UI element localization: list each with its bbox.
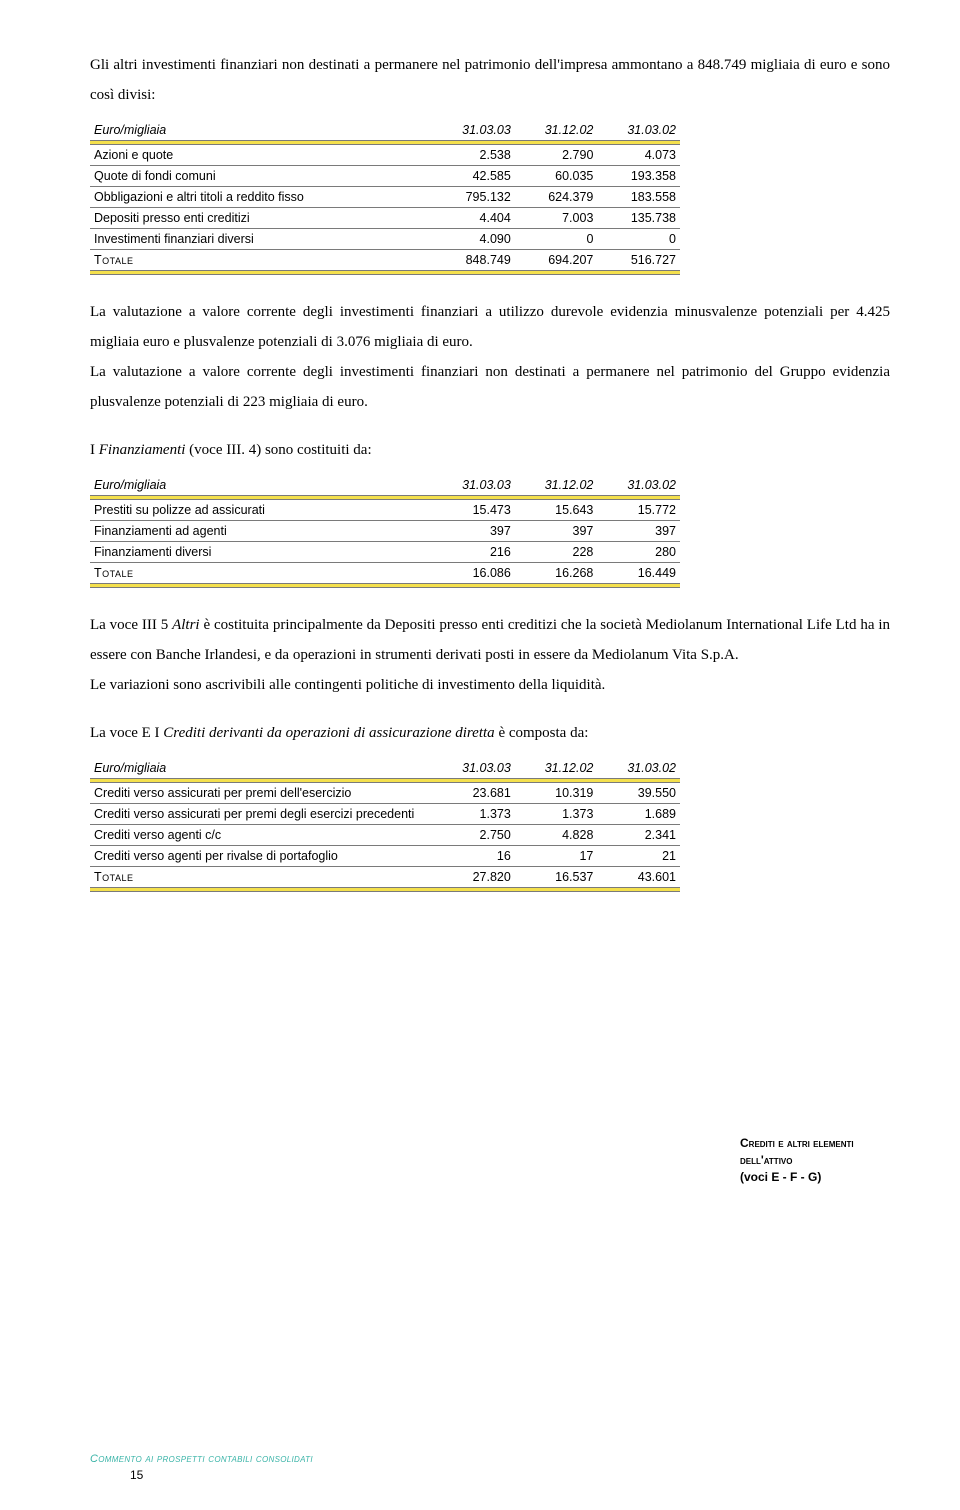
header-col3: 31.03.02: [597, 475, 680, 496]
table-row: Crediti verso agenti c/c2.7504.8282.341: [90, 825, 680, 846]
table-header-row: Euro/migliaia 31.03.03 31.12.02 31.03.02: [90, 120, 680, 141]
table-row: Depositi presso enti creditizi4.4047.003…: [90, 208, 680, 229]
header-col3: 31.03.02: [597, 758, 680, 779]
table-row: Crediti verso assicurati per premi degli…: [90, 804, 680, 825]
header-col3: 31.03.02: [597, 120, 680, 141]
paragraph-valuation-1: La valutazione a valore corrente degli i…: [90, 297, 890, 357]
paragraph-valuation-2: La valutazione a valore corrente degli i…: [90, 357, 890, 417]
paragraph-variazioni: Le variazioni sono ascrivibili alle cont…: [90, 670, 890, 700]
table-row: Azioni e quote2.5382.7904.073: [90, 145, 680, 166]
table-3-crediti: Euro/migliaia 31.03.03 31.12.02 31.03.02…: [90, 758, 680, 892]
table-row: Obbligazioni e altri titoli a reddito fi…: [90, 187, 680, 208]
intro-crediti: La voce E I Crediti derivanti da operazi…: [90, 718, 890, 748]
table-row: Prestiti su polizze ad assicurati15.4731…: [90, 500, 680, 521]
page-number: 15: [130, 1468, 313, 1482]
header-label: Euro/migliaia: [90, 475, 432, 496]
sidebar-section-title: Crediti e altri elementi dell'attivo (vo…: [740, 1135, 920, 1185]
table-header-row: Euro/migliaia 31.03.03 31.12.02 31.03.02: [90, 758, 680, 779]
header-label: Euro/migliaia: [90, 758, 432, 779]
totale-row: Totale16.08616.26816.449: [90, 563, 680, 584]
table-header-row: Euro/migliaia 31.03.03 31.12.02 31.03.02: [90, 475, 680, 496]
header-col2: 31.12.02: [515, 475, 598, 496]
footer-section-label: Commento ai prospetti contabili consolid…: [90, 1453, 313, 1465]
yellow-rule: [90, 888, 680, 891]
intro-finanziamenti: I Finanziamenti (voce III. 4) sono costi…: [90, 435, 890, 465]
header-col1: 31.03.03: [432, 475, 515, 496]
totale-row: Totale848.749694.207516.727: [90, 250, 680, 271]
table-row: Crediti verso assicurati per premi dell'…: [90, 783, 680, 804]
page-footer: Commento ai prospetti contabili consolid…: [90, 1453, 313, 1482]
header-col2: 31.12.02: [515, 758, 598, 779]
paragraph-voce-altri: La voce III 5 Altri è costituita princip…: [90, 610, 890, 670]
table-1-investments: Euro/migliaia 31.03.03 31.12.02 31.03.02…: [90, 120, 680, 275]
table-row: Finanziamenti diversi216228280: [90, 542, 680, 563]
table-row: Quote di fondi comuni42.58560.035193.358: [90, 166, 680, 187]
table-2-finanziamenti: Euro/migliaia 31.03.03 31.12.02 31.03.02…: [90, 475, 680, 588]
header-col1: 31.03.03: [432, 758, 515, 779]
table-row: Investimenti finanziari diversi4.09000: [90, 229, 680, 250]
header-col2: 31.12.02: [515, 120, 598, 141]
header-label: Euro/migliaia: [90, 120, 432, 141]
header-col1: 31.03.03: [432, 120, 515, 141]
table-row: Crediti verso agenti per rivalse di port…: [90, 846, 680, 867]
yellow-rule: [90, 271, 680, 274]
yellow-rule: [90, 584, 680, 587]
intro-paragraph-1: Gli altri investimenti finanziari non de…: [90, 50, 890, 110]
table-row: Finanziamenti ad agenti397397397: [90, 521, 680, 542]
totale-row: Totale27.82016.53743.601: [90, 867, 680, 888]
